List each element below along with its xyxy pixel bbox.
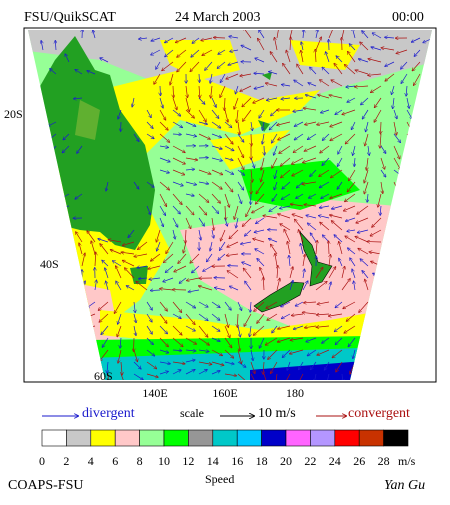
- colorbar-label: 18: [256, 454, 268, 468]
- legend-divergent: divergent: [82, 406, 135, 421]
- colorbar-unit: m/s: [398, 454, 416, 468]
- colorbar-label: 0: [39, 454, 45, 468]
- colorbar-box: [164, 430, 188, 446]
- colorbar-box: [286, 430, 310, 446]
- colorbar-label: 22: [304, 454, 316, 468]
- colorbar-box: [66, 430, 90, 446]
- legend-convergent: convergent: [348, 406, 410, 421]
- colorbar-box: [384, 430, 408, 446]
- lat-label: 40S: [40, 257, 59, 271]
- colorbar-label: 16: [231, 454, 243, 468]
- colorbar-box: [188, 430, 212, 446]
- colorbar-box: [262, 430, 286, 446]
- colorbar-label: 12: [182, 454, 194, 468]
- colorbar-label: 20: [280, 454, 292, 468]
- colorbar-label: 24: [329, 454, 341, 468]
- colorbar-box: [213, 430, 237, 446]
- lon-label: 140E: [142, 386, 167, 400]
- colorbar-label: 14: [207, 454, 219, 468]
- legend-scale-value: 10 m/s: [258, 406, 296, 421]
- time: 00:00: [392, 10, 424, 25]
- colorbar-label: 4: [88, 454, 94, 468]
- colorbar-label: 8: [137, 454, 143, 468]
- colorbar-box: [91, 430, 115, 446]
- colorbar-box: [42, 430, 66, 446]
- lon-label: 180: [286, 386, 304, 400]
- colorbar-box: [335, 430, 359, 446]
- lat-label: 20S: [4, 107, 23, 121]
- footer-left: COAPS-FSU: [8, 478, 83, 493]
- colorbar-box: [310, 430, 334, 446]
- colorbar-box: [359, 430, 383, 446]
- colorbar-caption: Speed: [205, 472, 234, 486]
- lat-label: 60S: [94, 369, 113, 383]
- colorbar-box: [140, 430, 164, 446]
- colorbar-box: [115, 430, 139, 446]
- colorbar-label: 26: [353, 454, 365, 468]
- colorbar-label: 28: [378, 454, 390, 468]
- legend-scale: scale: [180, 406, 204, 420]
- title: FSU/QuikSCAT: [24, 10, 116, 25]
- colorbar-box: [237, 430, 261, 446]
- lon-label: 160E: [212, 386, 237, 400]
- colorbar-label: 2: [63, 454, 69, 468]
- colorbar-label: 10: [158, 454, 170, 468]
- footer-right: Yan Gu: [384, 478, 425, 493]
- date: 24 March 2003: [175, 10, 261, 25]
- colorbar-label: 6: [112, 454, 118, 468]
